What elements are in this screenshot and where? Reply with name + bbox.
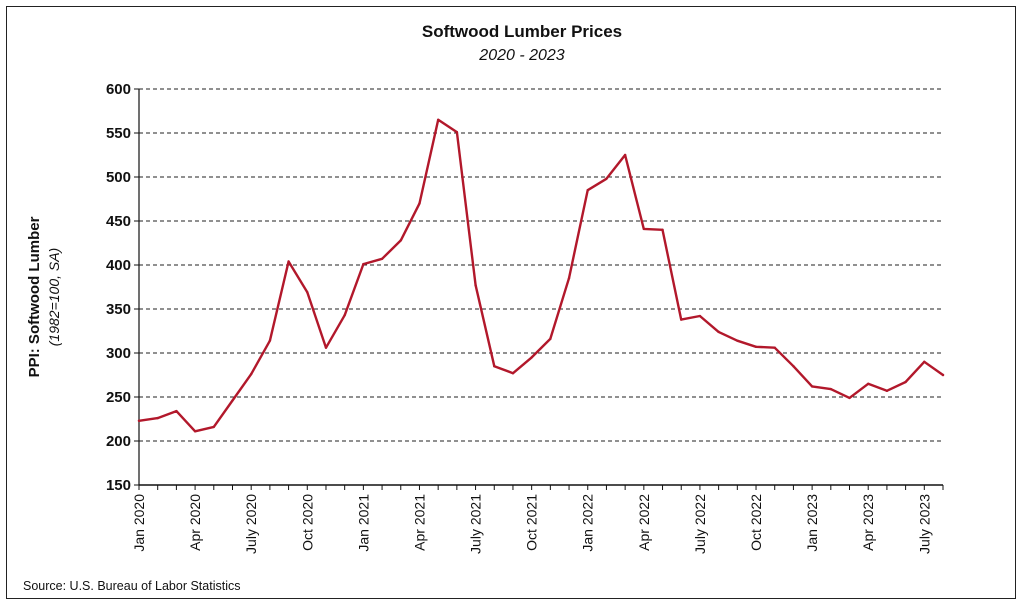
data-point (380, 257, 384, 261)
data-point (362, 262, 365, 266)
data-point (530, 356, 533, 359)
data-point (493, 365, 496, 368)
x-tick-label: Jan 2022 (580, 494, 596, 552)
y-tick-label: 350 (106, 301, 131, 318)
data-point (810, 385, 814, 388)
y-tick-label: 150 (106, 477, 131, 494)
y-tick-label: 400 (106, 257, 131, 274)
x-tick-label: Apr 2022 (636, 494, 652, 551)
data-point (923, 360, 926, 363)
x-tick-label: Apr 2020 (187, 494, 203, 551)
data-point (661, 228, 664, 231)
data-point (680, 318, 683, 321)
data-point (848, 396, 851, 400)
x-tick-label: Oct 2020 (299, 494, 315, 551)
data-point (567, 277, 571, 280)
y-tick-label: 450 (106, 213, 131, 230)
data-point (904, 380, 907, 384)
data-point (455, 130, 459, 134)
data-point (343, 313, 346, 317)
x-tick-label: Jan 2020 (131, 494, 147, 552)
data-point (418, 202, 421, 205)
x-tick-label: Oct 2022 (748, 494, 764, 551)
data-point (941, 373, 945, 377)
data-point (642, 227, 646, 231)
data-point (474, 284, 477, 287)
data-point (231, 399, 234, 402)
data-point (773, 346, 776, 349)
series-line (137, 118, 945, 433)
x-tick-label: Apr 2021 (411, 494, 427, 551)
series-layer (137, 118, 945, 433)
x-tick-label: Jan 2023 (804, 494, 820, 552)
data-point (829, 387, 833, 391)
data-point (698, 314, 702, 318)
data-point (717, 330, 720, 334)
data-point (885, 389, 889, 393)
x-tick-label: Oct 2021 (524, 494, 540, 551)
y-tick-label: 250 (106, 389, 131, 406)
data-point (605, 177, 608, 180)
chart-subtitle: 2020 - 2023 (478, 47, 565, 64)
chart-frame: Softwood Lumber Prices 2020 - 2023 PPI: … (6, 6, 1016, 599)
data-point (511, 372, 515, 375)
x-tick-label: July 2021 (468, 494, 484, 554)
x-tick-label: Apr 2023 (860, 494, 876, 551)
data-point (736, 339, 739, 342)
data-point (156, 416, 159, 420)
data-point (792, 365, 795, 368)
axes (138, 89, 944, 490)
data-point (436, 118, 440, 122)
source-note: Source: U.S. Bureau of Labor Statistics (23, 579, 240, 593)
gridlines (134, 88, 943, 486)
x-tick-label: Jan 2021 (355, 494, 371, 552)
y-tick-label: 600 (106, 81, 131, 98)
data-point (268, 339, 272, 342)
data-point (867, 382, 870, 385)
data-point (137, 419, 141, 422)
y-axis-subtitle: (1982=100, SA) (46, 248, 62, 346)
x-tick-label: July 2023 (916, 494, 932, 554)
chart-title: Softwood Lumber Prices (422, 22, 622, 41)
chart: Softwood Lumber Prices 2020 - 2023 PPI: … (23, 22, 945, 593)
y-axis-title: PPI: Softwood Lumber (26, 216, 43, 377)
x-tick-label: July 2022 (692, 494, 708, 554)
x-tick-labels: Jan 2020 Apr 2020 July 2020 Oct 2020 Jan 202… (131, 494, 932, 554)
data-point (306, 291, 309, 294)
y-tick-label: 200 (106, 433, 131, 450)
data-point (175, 409, 178, 413)
y-tick-labels: 150 200 250 300 350 400 450 500 550 600 (106, 81, 131, 494)
data-point (623, 153, 627, 157)
data-point (212, 425, 215, 429)
y-axis-label: PPI: Softwood Lumber (1982=100, SA) (26, 216, 62, 377)
x-tick-label: July 2020 (243, 494, 259, 554)
data-point (287, 260, 290, 263)
y-tick-label: 500 (106, 169, 131, 186)
data-point (586, 189, 589, 192)
data-point (399, 239, 402, 242)
data-point (549, 337, 552, 341)
data-point (249, 372, 253, 376)
data-point (324, 346, 328, 349)
data-point (193, 430, 197, 433)
y-tick-label: 550 (106, 125, 131, 142)
data-point (754, 345, 758, 349)
y-tick-label: 300 (106, 345, 131, 362)
